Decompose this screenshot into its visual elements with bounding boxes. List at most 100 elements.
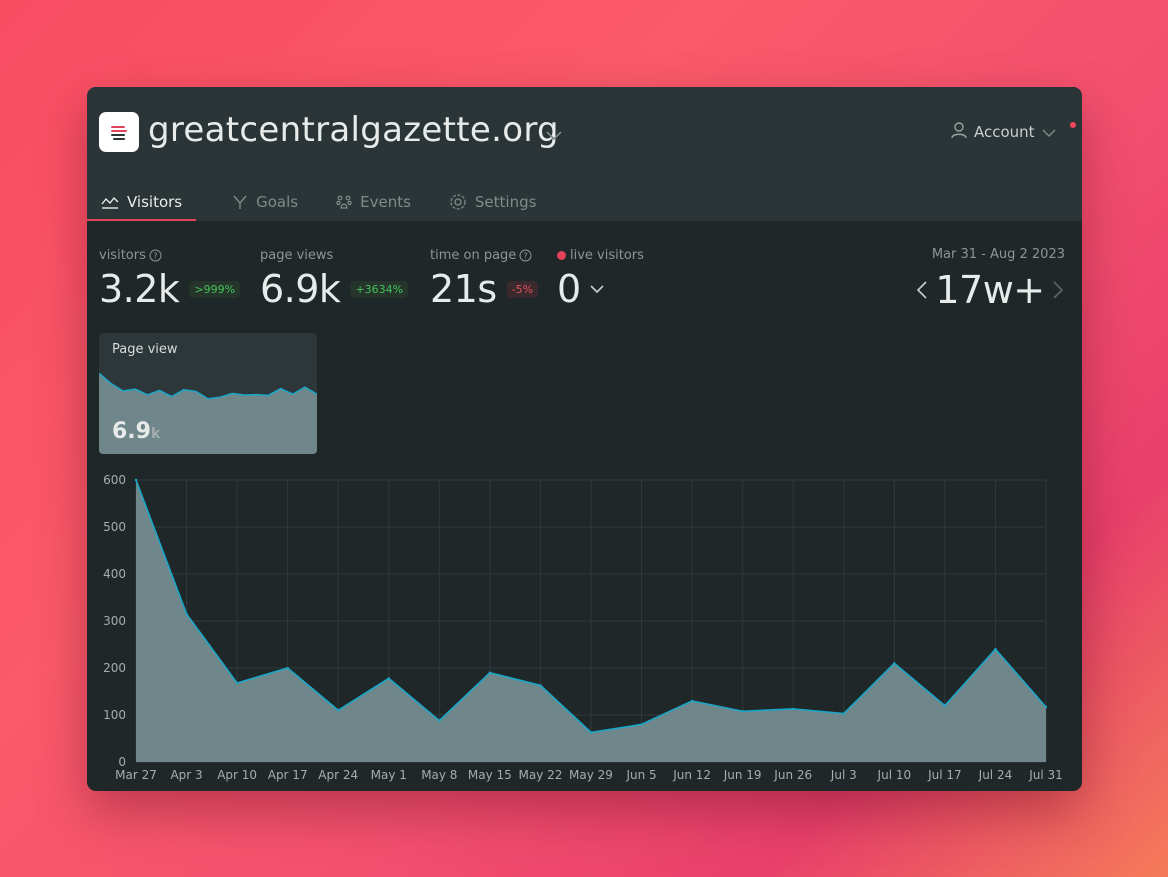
x-tick-label: Jul 3: [830, 768, 857, 782]
tab-bar: Visitors Goals Events: [87, 185, 572, 221]
x-tick-label: Apr 3: [170, 768, 202, 782]
live-dot: [557, 250, 566, 260]
data-point[interactable]: [387, 677, 390, 680]
live-visitors-chevron-icon[interactable]: [589, 284, 605, 294]
stat-label: time on page: [430, 247, 517, 263]
x-tick-label: Mar 27: [115, 768, 157, 782]
y-tick-label: 500: [103, 520, 126, 534]
stat-visitors: visitors ? 3.2k >999%: [99, 247, 241, 311]
area-fill: [136, 480, 1046, 762]
date-range-value[interactable]: 17w+: [935, 268, 1045, 312]
stat-live-visitors: live visitors 0: [557, 247, 644, 311]
account-label: Account: [974, 123, 1035, 141]
data-point[interactable]: [994, 648, 997, 651]
x-tick-label: Jun 26: [773, 768, 812, 782]
svg-text:?: ?: [524, 251, 528, 260]
tab-label: Events: [360, 193, 411, 211]
data-point[interactable]: [1044, 705, 1048, 709]
x-tick-label: May 8: [421, 768, 457, 782]
x-tick-label: May 1: [371, 768, 407, 782]
tab-settings[interactable]: Settings: [447, 185, 539, 219]
stat-label: page views: [260, 247, 334, 263]
x-tick-label: Jun 12: [672, 768, 711, 782]
stat-value: 0: [557, 267, 581, 311]
stat-label: visitors: [99, 247, 146, 263]
svg-text:?: ?: [153, 251, 157, 260]
x-tick-label: Jun 19: [723, 768, 762, 782]
data-point[interactable]: [741, 710, 744, 713]
chevron-right-icon[interactable]: [1051, 280, 1065, 300]
x-tick-label: May 22: [518, 768, 562, 782]
x-tick-label: Jul 10: [877, 768, 912, 782]
x-tick-label: Jul 24: [978, 768, 1013, 782]
page-views-chart: 0 100 200 300 400 500 600 Mar 27 Apr 3 Apr 10 Apr …: [103, 473, 1063, 782]
chevron-left-icon[interactable]: [915, 280, 929, 300]
stat-value: 21s: [430, 267, 497, 311]
stat-time-on-page: time on page ? 21s -5%: [430, 247, 539, 311]
x-tick-label: Jul 31: [1028, 768, 1063, 782]
data-point[interactable]: [337, 709, 340, 712]
x-tick-label: Apr 10: [217, 768, 257, 782]
site-title[interactable]: greatcentralgazette.org: [148, 110, 559, 150]
site-dropdown-chevron-icon[interactable]: [545, 127, 563, 146]
chevron-down-icon: [1041, 123, 1057, 142]
x-tick-label: Jun 5: [625, 768, 656, 782]
tab-label: Goals: [256, 193, 299, 211]
y-tick-label: 100: [103, 708, 126, 722]
help-icon[interactable]: ?: [149, 249, 162, 262]
data-point[interactable]: [438, 719, 441, 722]
data-point[interactable]: [842, 712, 845, 715]
y-tick-label: 300: [103, 614, 126, 628]
change-badge: -5%: [506, 280, 539, 298]
stat-label: live visitors: [570, 247, 644, 263]
account-menu[interactable]: Account: [950, 122, 1057, 142]
tab-label: Settings: [474, 193, 537, 211]
data-point[interactable]: [943, 704, 947, 707]
app-window: greatcentralgazette.org Account: [87, 87, 1082, 791]
paw-icon: [336, 194, 352, 210]
card-title: Page view: [112, 342, 178, 357]
sparkline-line: [99, 372, 317, 400]
date-range-selector: 17w+: [915, 265, 1065, 315]
page-view-card[interactable]: Page view 6.9k: [99, 333, 317, 454]
x-tick-label: May 15: [468, 768, 512, 782]
data-point[interactable]: [690, 699, 694, 703]
data-point[interactable]: [589, 731, 593, 734]
tab-goals[interactable]: Goals: [230, 185, 300, 219]
data-point[interactable]: [792, 707, 795, 711]
card-value-number: 6.9: [112, 419, 151, 444]
data-point[interactable]: [640, 723, 643, 726]
y-tick-label: 400: [103, 567, 126, 581]
card-value-unit: k: [150, 426, 161, 442]
card-value: 6.9k: [112, 419, 160, 444]
data-point[interactable]: [488, 671, 492, 674]
change-badge: >999%: [189, 280, 241, 298]
tab-events[interactable]: Events: [334, 185, 413, 219]
y-tick-label: 600: [103, 473, 126, 487]
gear-icon: [449, 193, 467, 211]
data-point[interactable]: [134, 478, 138, 482]
tab-visitors[interactable]: Visitors: [87, 185, 197, 221]
goal-icon: [232, 194, 248, 210]
data-point[interactable]: [185, 612, 188, 616]
x-tick-label: Jul 17: [927, 768, 962, 782]
help-icon[interactable]: ?: [519, 249, 532, 262]
mini-sparkline: [99, 372, 317, 454]
data-point[interactable]: [235, 681, 239, 685]
date-range-label: Mar 31 - Aug 2 2023: [931, 247, 1065, 262]
data-point[interactable]: [893, 662, 896, 665]
stat-page-views: page views 6.9k +3634%: [260, 247, 409, 311]
x-tick-label: Apr 24: [318, 768, 358, 782]
x-tick-label: Apr 17: [268, 768, 308, 782]
stat-value: 6.9k: [260, 267, 341, 311]
tab-label: Visitors: [127, 193, 183, 211]
chart-line-icon: [101, 194, 119, 210]
x-tick-label: May 29: [569, 768, 613, 782]
data-point[interactable]: [286, 666, 289, 670]
change-badge: +3634%: [350, 280, 409, 298]
site-logo[interactable]: [99, 112, 139, 152]
stat-value: 3.2k: [99, 267, 180, 311]
y-tick-label: 200: [103, 661, 126, 675]
data-point[interactable]: [539, 684, 542, 687]
notification-dot: [1070, 122, 1076, 128]
